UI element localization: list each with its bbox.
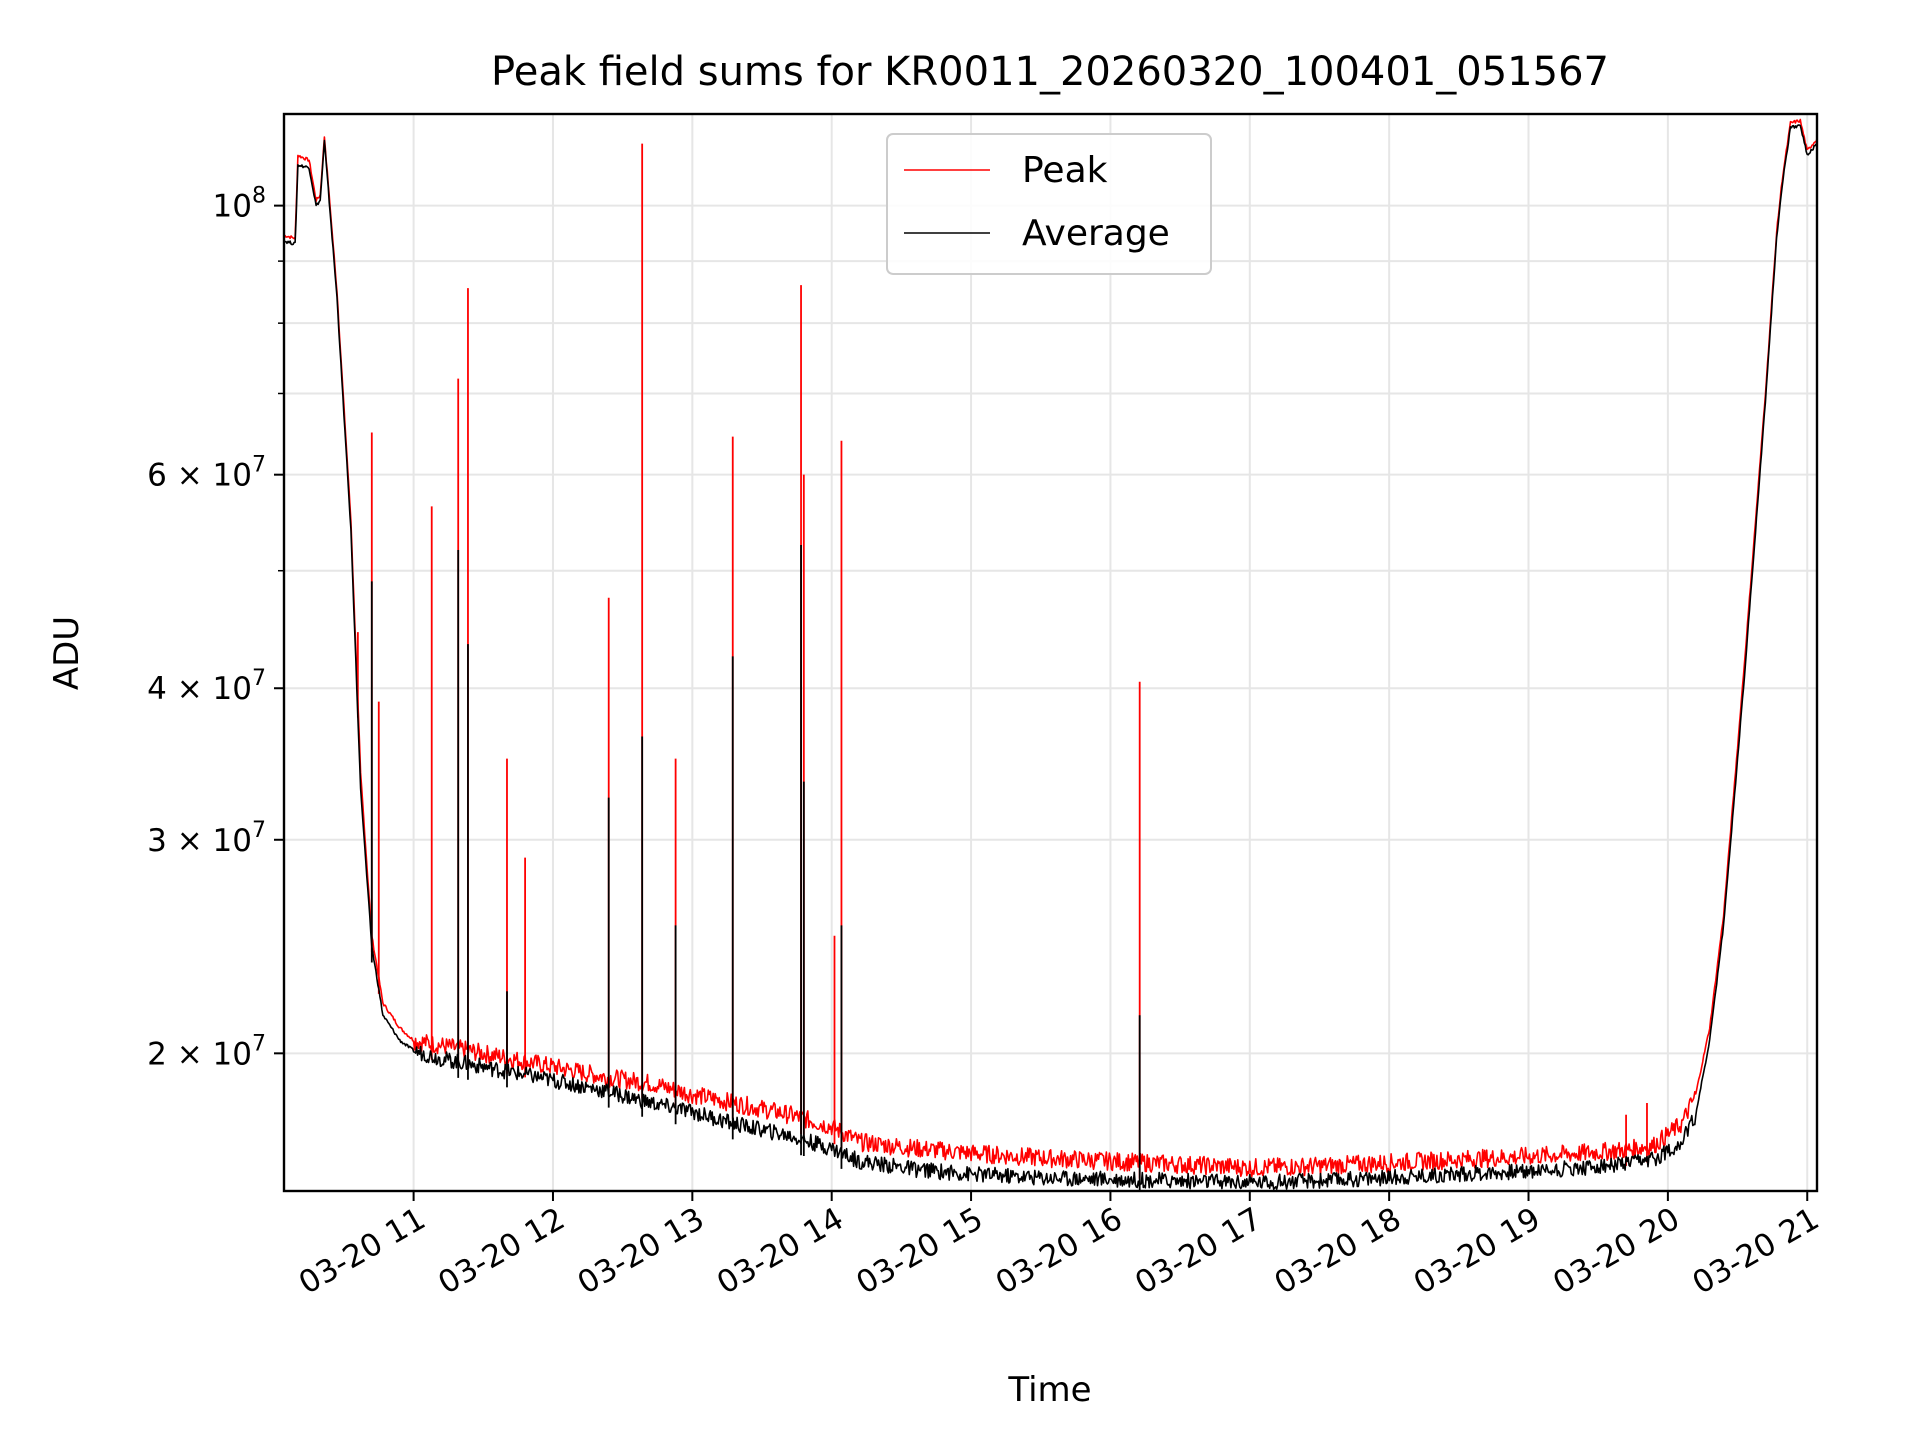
legend-label-average: Average bbox=[1022, 213, 1170, 254]
legend: Peak Average bbox=[886, 133, 1212, 275]
y-tick-label: 2 × 107 bbox=[147, 1031, 266, 1072]
series-average bbox=[284, 124, 1817, 1191]
y-axis: 2 × 107 3 × 107 4 × 107 6 × 107 108 bbox=[147, 184, 284, 1072]
y-tick-label: 108 bbox=[213, 184, 266, 225]
y-tick-label: 4 × 107 bbox=[147, 666, 266, 707]
legend-label-peak: Peak bbox=[1022, 150, 1108, 191]
y-axis-label: ADU bbox=[47, 616, 87, 690]
plot-frame bbox=[282, 112, 1819, 1193]
series-line-peak bbox=[284, 118, 1817, 1178]
x-axis-label: Time bbox=[1007, 1370, 1091, 1410]
series-line-average bbox=[284, 124, 1817, 1190]
y-tick-label: 3 × 107 bbox=[147, 818, 266, 859]
series-layer bbox=[284, 118, 1817, 1191]
y-tick-label: 6 × 107 bbox=[147, 453, 266, 494]
chart-title: Peak field sums for KR0011_20260320_1004… bbox=[491, 49, 1609, 95]
legend-box bbox=[886, 133, 1212, 275]
